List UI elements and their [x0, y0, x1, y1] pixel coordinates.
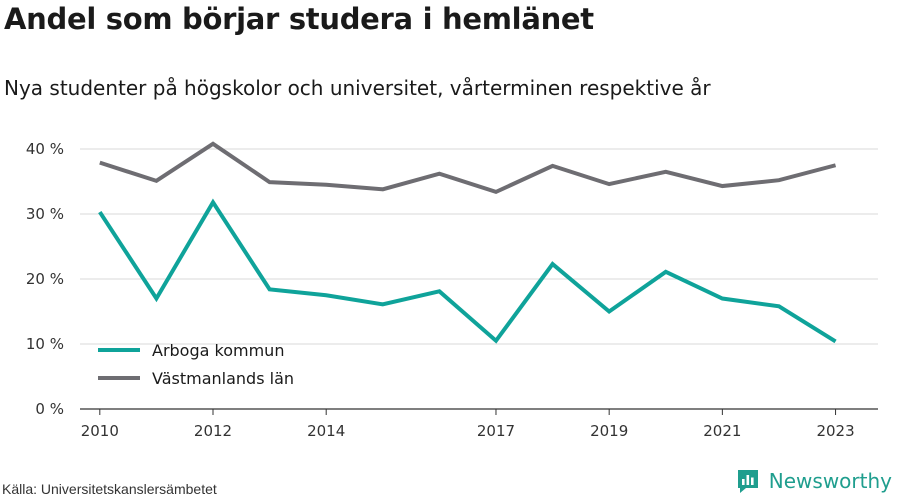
x-tick-label: 2017 [477, 422, 515, 440]
chart-title: Andel som börjar studera i hemlänet [4, 2, 594, 36]
x-tick-label: 2019 [590, 422, 628, 440]
x-tick-label: 2014 [307, 422, 345, 440]
y-tick-label: 0 % [35, 400, 64, 418]
x-tick-label: 2023 [816, 422, 854, 440]
y-tick-label: 30 % [26, 205, 64, 223]
legend-label: Västmanlands län [152, 369, 294, 388]
y-tick-label: 10 % [26, 335, 64, 353]
brand-name: Newsworthy [768, 469, 892, 493]
x-tick-label: 2012 [194, 422, 232, 440]
chart-subtitle: Nya studenter på högskolor och universit… [4, 76, 711, 100]
legend-label: Arboga kommun [152, 341, 284, 360]
y-tick-label: 40 % [26, 140, 64, 158]
series-line [99, 141, 837, 195]
source-note: Källa: Universitetskanslersämbetet [2, 481, 217, 497]
series-line [98, 198, 837, 344]
x-tick-label: 2021 [703, 422, 741, 440]
newsworthy-logo-icon [737, 470, 758, 493]
x-tick-label: 2010 [81, 422, 119, 440]
brand-logo[interactable]: Newsworthy [735, 468, 892, 494]
y-tick-label: 20 % [26, 270, 64, 288]
